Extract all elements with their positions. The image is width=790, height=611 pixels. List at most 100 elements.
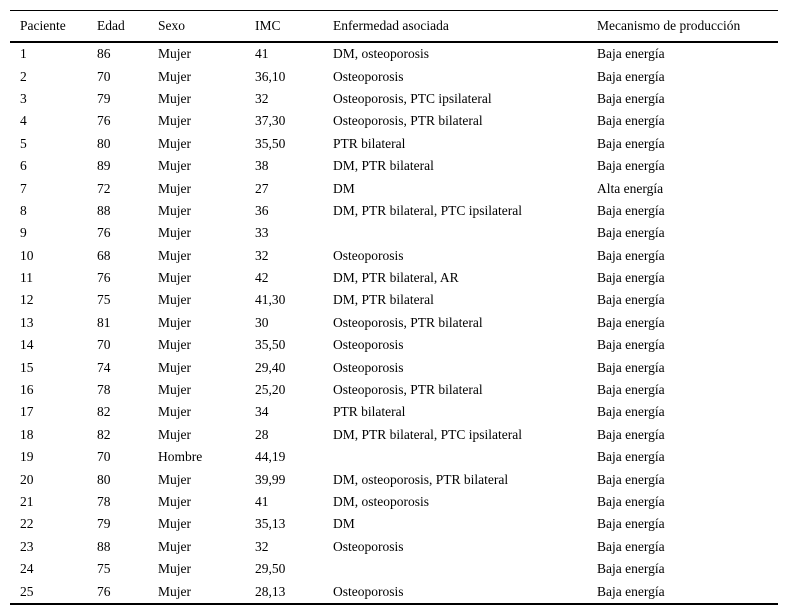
table-row: 24 75 Mujer 29,50 Baja energía bbox=[10, 558, 778, 580]
table-cell: Mujer bbox=[158, 426, 191, 442]
table-cell: 2 bbox=[20, 68, 27, 84]
table-cell: Mujer bbox=[158, 561, 191, 577]
table-row: 22 79 Mujer 35,13 DM Baja energía bbox=[10, 513, 778, 535]
table-cell: 80 bbox=[97, 135, 111, 151]
table-cell: 17 bbox=[20, 404, 34, 420]
table-cell: 22 bbox=[20, 516, 34, 532]
table-cell: 10 bbox=[20, 247, 34, 263]
table-cell: DM, PTR bilateral, AR bbox=[333, 270, 459, 286]
table-cell: 70 bbox=[97, 449, 111, 465]
table-cell: Alta energía bbox=[597, 180, 664, 196]
table-cell: Osteoporosis, PTR bilateral bbox=[333, 113, 483, 129]
table-row: 5 80 Mujer 35,50 PTR bilateral Baja energía bbox=[10, 133, 778, 155]
table-cell: 18 bbox=[20, 426, 34, 442]
column-header-enfermedad: Enfermedad asociada bbox=[323, 10, 587, 43]
table-cell: DM, PTR bilateral, PTC ipsilateral bbox=[333, 426, 522, 442]
table-cell: Hombre bbox=[158, 449, 203, 465]
table-cell: 76 bbox=[97, 270, 111, 286]
table-cell: Mujer bbox=[158, 382, 191, 398]
table-cell: 88 bbox=[97, 202, 111, 218]
column-header-imc: IMC bbox=[245, 10, 323, 43]
table-cell: Mujer bbox=[158, 516, 191, 532]
table-cell: 8 bbox=[20, 202, 27, 218]
table-row: 11 76 Mujer 42 DM, PTR bilateral, AR Baja ene… bbox=[10, 267, 778, 289]
table-cell: 9 bbox=[20, 225, 27, 241]
table-cell: DM, PTR bilateral bbox=[333, 292, 434, 308]
table-cell: Baja energía bbox=[597, 494, 665, 509]
table-cell bbox=[323, 446, 587, 468]
table-cell: 28 bbox=[255, 426, 269, 442]
column-header-paciente: Paciente bbox=[10, 10, 87, 43]
table-cell: 16 bbox=[20, 382, 34, 398]
table-cell: 35,50 bbox=[255, 337, 286, 353]
table-cell: Mujer bbox=[158, 538, 191, 554]
table-cell: 75 bbox=[97, 292, 111, 308]
table-cell: 41,30 bbox=[255, 292, 286, 308]
patients-table-container: Paciente Edad Sexo IMC Enfermedad asocia… bbox=[10, 10, 778, 605]
table-cell: Osteoporosis, PTC ipsilateral bbox=[333, 90, 492, 106]
table-cell: Baja energía bbox=[597, 426, 665, 442]
table-row: 15 74 Mujer 29,40 Osteoporosis Baja energía bbox=[10, 356, 778, 378]
table-body: 1 86 Mujer 41 DM, osteoporosis Baja energía 2 7… bbox=[10, 42, 778, 604]
table-cell: Baja energía bbox=[597, 382, 665, 398]
table-cell: 44,19 bbox=[255, 449, 286, 465]
table-cell: DM, osteoporosis bbox=[333, 494, 430, 509]
table-row: 20 80 Mujer 39,99 DM, osteoporosis, PTR bila… bbox=[10, 468, 778, 490]
table-cell: Baja energía bbox=[597, 538, 665, 554]
table-cell: DM bbox=[333, 516, 355, 532]
table-cell: Osteoporosis bbox=[333, 538, 404, 554]
table-row: 2 70 Mujer 36,10 Osteoporosis Baja energía bbox=[10, 65, 778, 87]
table-cell: 76 bbox=[97, 583, 111, 599]
table-cell: 82 bbox=[97, 404, 111, 420]
table-cell: 86 bbox=[97, 46, 111, 62]
table-cell: 76 bbox=[97, 225, 111, 241]
table-cell: 74 bbox=[97, 359, 111, 375]
table-cell: 41 bbox=[255, 46, 269, 62]
table-cell: 79 bbox=[97, 516, 111, 532]
table-cell: 81 bbox=[97, 314, 111, 330]
table-row: 4 76 Mujer 37,30 Osteoporosis, PTR bilateral… bbox=[10, 110, 778, 132]
table-cell: Mujer bbox=[158, 158, 191, 174]
table-cell: 25,20 bbox=[255, 382, 286, 398]
table-row: 19 70 Hombre 44,19 Baja energía bbox=[10, 446, 778, 468]
table-cell: 36 bbox=[255, 202, 269, 218]
table-cell: Mujer bbox=[158, 494, 191, 509]
table-row: 10 68 Mujer 32 Osteoporosis Baja energía bbox=[10, 245, 778, 267]
table-cell bbox=[323, 222, 587, 244]
table-cell: Mujer bbox=[158, 471, 191, 487]
table-cell: 28,13 bbox=[255, 583, 286, 599]
table-row: 21 78 Mujer 41 DM, osteoporosis Baja energía bbox=[10, 491, 778, 513]
table-cell: Baja energía bbox=[597, 158, 665, 174]
table-cell: Osteoporosis bbox=[333, 247, 404, 263]
column-header-mecanismo: Mecanismo de producción bbox=[587, 10, 778, 43]
table-cell: 11 bbox=[20, 270, 33, 286]
table-cell: Baja energía bbox=[597, 135, 665, 151]
column-header-sexo: Sexo bbox=[148, 10, 245, 43]
table-row: 8 88 Mujer 36 DM, PTR bilateral, PTC ipsilat… bbox=[10, 200, 778, 222]
table-cell: Osteoporosis bbox=[333, 359, 404, 375]
table-cell: 33 bbox=[255, 225, 269, 241]
table-cell: Osteoporosis bbox=[333, 68, 404, 84]
table-cell: Baja energía bbox=[597, 337, 665, 353]
table-cell: 35,50 bbox=[255, 135, 286, 151]
table-cell: 19 bbox=[20, 449, 34, 465]
table-cell: Osteoporosis, PTR bilateral bbox=[333, 382, 483, 398]
table-cell: 68 bbox=[97, 247, 111, 263]
table-cell: 80 bbox=[97, 471, 111, 487]
table-cell: Baja energía bbox=[597, 471, 665, 487]
table-header: Paciente Edad Sexo IMC Enfermedad asocia… bbox=[10, 10, 778, 43]
table-cell: 35,13 bbox=[255, 516, 286, 532]
table-cell: Mujer bbox=[158, 90, 191, 106]
table-cell: 41 bbox=[255, 494, 269, 509]
table-cell: Mujer bbox=[158, 135, 191, 151]
table-cell: 72 bbox=[97, 180, 111, 196]
table-cell: Baja energía bbox=[597, 68, 665, 84]
table-cell: 78 bbox=[97, 494, 111, 509]
table-cell: Mujer bbox=[158, 359, 191, 375]
table-row: 9 76 Mujer 33 Baja energía bbox=[10, 222, 778, 244]
table-cell: Mujer bbox=[158, 180, 191, 196]
table-cell: DM bbox=[333, 180, 355, 196]
table-cell: 39,99 bbox=[255, 471, 286, 487]
table-cell: Mujer bbox=[158, 292, 191, 308]
